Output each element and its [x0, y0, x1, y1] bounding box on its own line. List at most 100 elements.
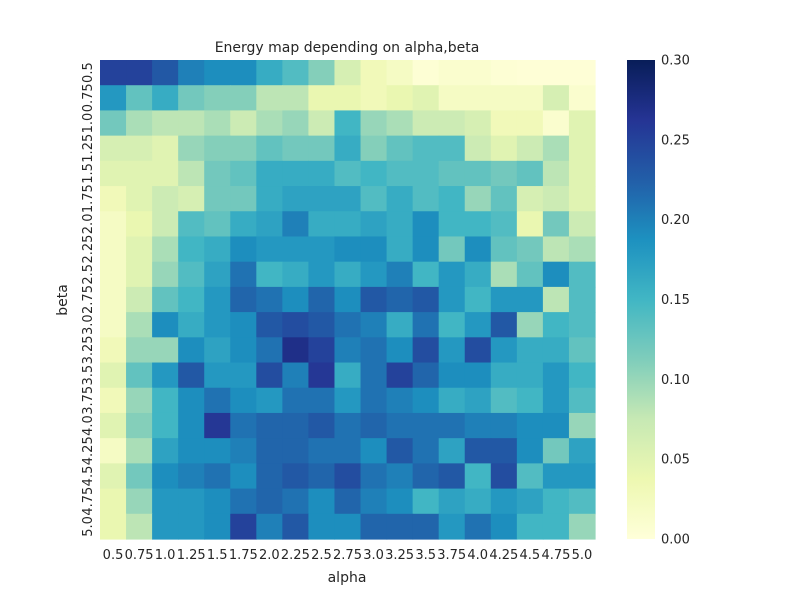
heatmap-cell: [490, 412, 518, 439]
heatmap-cell: [152, 160, 179, 187]
heatmap-cell: [204, 513, 231, 540]
heatmap-cell: [126, 463, 153, 490]
heatmap-cell: [516, 337, 544, 364]
heatmap-cell: [126, 438, 153, 464]
colorbar-gradient: [627, 60, 655, 539]
heatmap-cell: [100, 488, 127, 515]
heatmap-cell: [256, 513, 283, 540]
heatmap-cell: [490, 337, 518, 364]
heatmap-cell: [256, 463, 283, 490]
heatmap-cell: [516, 312, 544, 338]
x-tick-label: 1.0: [155, 548, 176, 563]
heatmap-cell: [568, 261, 596, 288]
heatmap-cell: [308, 387, 336, 414]
heatmap-cell: [360, 463, 388, 490]
x-tick-label: 2.0: [259, 548, 280, 563]
heatmap-cell: [256, 186, 283, 212]
heatmap-cell: [100, 286, 127, 313]
heatmap-cell: [282, 387, 310, 414]
y-tick-label: 1.5: [81, 163, 96, 184]
heatmap-cell: [438, 160, 466, 187]
heatmap-cell: [126, 186, 153, 212]
heatmap-cell: [282, 186, 310, 212]
heatmap-cell: [490, 85, 518, 112]
colorbar: [627, 60, 655, 539]
heatmap-cells: [100, 60, 596, 540]
heatmap-cell: [152, 211, 179, 238]
y-tick-label: 2.25: [81, 235, 96, 264]
heatmap-cell: [360, 85, 388, 112]
heatmap-cell: [282, 488, 310, 515]
heatmap-cell: [464, 186, 492, 212]
heatmap-cell: [516, 488, 544, 515]
heatmap-cell: [360, 211, 388, 238]
heatmap-cell: [178, 160, 205, 187]
y-tick-label: 1.25: [81, 134, 96, 163]
heatmap-cell: [360, 186, 388, 212]
heatmap-cell: [542, 135, 570, 162]
heatmap-cell: [412, 488, 440, 515]
heatmap-cell: [308, 513, 336, 540]
heatmap-cell: [516, 387, 544, 414]
heatmap-cell: [178, 135, 205, 162]
heatmap-cell: [152, 362, 179, 389]
heatmap-cell: [308, 85, 336, 112]
heatmap-cell: [360, 488, 388, 515]
heatmap-cell: [230, 286, 257, 313]
heatmap-cell: [334, 312, 362, 338]
heatmap-cell: [126, 160, 153, 187]
heatmap-cell: [412, 135, 440, 162]
heatmap-cell: [178, 412, 205, 439]
heatmap-cell: [438, 211, 466, 238]
heatmap-cell: [178, 186, 205, 212]
heatmap-cell: [386, 387, 414, 414]
heatmap-cell: [126, 110, 153, 137]
y-tick-label: 2.75: [81, 285, 96, 314]
x-tick-label: 5.0: [572, 548, 593, 563]
heatmap-cell: [282, 160, 310, 187]
heatmap-cell: [438, 488, 466, 515]
heatmap-cell: [100, 337, 127, 364]
y-axis-label: beta: [55, 284, 71, 316]
x-tick-label: 1.75: [229, 548, 258, 563]
heatmap-cell: [178, 286, 205, 313]
heatmap-cell: [204, 211, 231, 238]
heatmap-cell: [360, 160, 388, 187]
heatmap-cell: [178, 85, 205, 112]
heatmap-cell: [360, 261, 388, 288]
y-tick-label: 2.5: [81, 264, 96, 285]
heatmap-cell: [386, 236, 414, 263]
heatmap-cell: [360, 286, 388, 313]
heatmap-cell: [464, 513, 492, 540]
heatmap-cell: [464, 211, 492, 238]
heatmap-cell: [360, 312, 388, 338]
x-tick-label: 4.5: [520, 548, 541, 563]
heatmap-cell: [126, 312, 153, 338]
heatmap-cell: [178, 362, 205, 389]
y-tick-label: 4.5: [81, 466, 96, 487]
heatmap-cell: [256, 85, 283, 112]
heatmap-cell: [100, 236, 127, 263]
heatmap-cell: [282, 412, 310, 439]
heatmap-cell: [152, 261, 179, 288]
heatmap-cell: [256, 211, 283, 238]
x-tick-label: 4.25: [489, 548, 518, 563]
y-tick-label: 4.75: [81, 487, 96, 516]
heatmap-cell: [230, 135, 257, 162]
heatmap-cell: [204, 337, 231, 364]
y-tick-label: 5.0: [81, 516, 96, 537]
heatmap-cell: [282, 110, 310, 137]
y-tick-label: 3.75: [81, 386, 96, 415]
heatmap-cell: [516, 463, 544, 490]
heatmap-cell: [230, 438, 257, 464]
heatmap-cell: [204, 236, 231, 263]
heatmap-cell: [126, 261, 153, 288]
heatmap-cell: [568, 362, 596, 389]
chart-title: Energy map depending on alpha,beta: [215, 40, 480, 56]
heatmap-cell: [568, 85, 596, 112]
heatmap-cell: [204, 160, 231, 187]
heatmap-cell: [204, 463, 231, 490]
heatmap-cell: [516, 160, 544, 187]
heatmap-cell: [568, 488, 596, 515]
x-tick-label: 3.75: [437, 548, 466, 563]
